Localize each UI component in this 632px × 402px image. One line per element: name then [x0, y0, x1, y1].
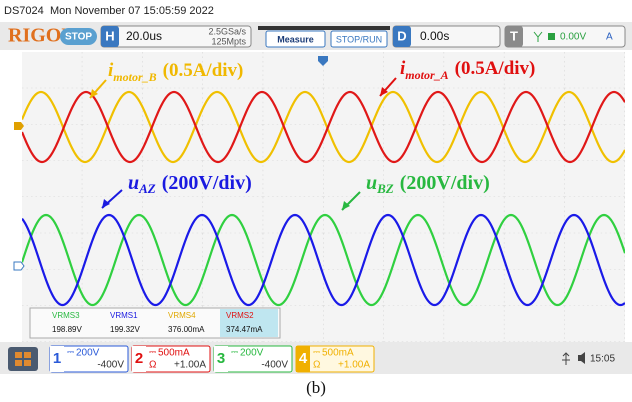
datetime: Mon November 07 15:05:59 2022: [50, 5, 214, 17]
measurement-value: 199.32V: [110, 325, 140, 334]
annotation-subscript: AZ: [138, 181, 156, 196]
measurement-label: VRMS4: [168, 311, 196, 320]
measurement-label: VRMS1: [110, 311, 138, 320]
annotation-subscript: BZ: [376, 181, 394, 196]
channel-offset: +1.00A: [338, 360, 370, 371]
run-state: STOP: [65, 32, 92, 43]
channel-scale: 200V: [240, 348, 264, 359]
coupling-icon: ⎓: [67, 346, 74, 356]
scope-screenshot: DS7024 Mon November 07 15:05:59 2022 RIG…: [0, 0, 632, 402]
d-key-label: D: [397, 28, 406, 43]
measurement-label: VRMS2: [226, 311, 254, 320]
channel-scale: 500mA: [322, 348, 354, 359]
annotation-scale: (0.5A/div): [163, 60, 244, 81]
menu-icon: [15, 360, 22, 366]
annotation-subscript: motor_B: [113, 70, 156, 84]
menu-icon: [24, 360, 31, 366]
trigger-source-icon: [548, 33, 555, 40]
measurement-label: VRMS3: [52, 311, 80, 320]
measurement-value: 376.00mA: [168, 325, 205, 334]
coupling-icon: ⎓: [149, 346, 156, 356]
caption: (b): [306, 378, 326, 397]
channel-number: 1: [53, 350, 61, 367]
annotation-symbol: u: [366, 172, 377, 194]
stoprun-label: STOP/RUN: [336, 34, 382, 44]
memory-bar: [258, 26, 390, 30]
channel-unit: Ω: [149, 360, 157, 371]
menu-icon: [15, 352, 22, 358]
memory-depth: 125Mpts: [211, 36, 246, 46]
sample-rate: 2.5GSa/s: [208, 26, 246, 36]
clock: 15:05: [590, 354, 615, 365]
channel-scale: 500mA: [158, 348, 190, 359]
menu-button[interactable]: [8, 347, 38, 371]
menu-icon: [24, 352, 31, 358]
channel-number: 3: [217, 350, 225, 367]
delay-value: 0.00s: [420, 29, 449, 43]
model: DS7024: [4, 5, 44, 17]
measurement-value: 374.47mA: [226, 325, 263, 334]
annotation-scale: (200V/div): [162, 172, 252, 194]
measurement-value: 198.89V: [52, 325, 82, 334]
t-key-label: T: [510, 28, 518, 43]
timebase: 20.0us: [126, 29, 162, 43]
trigger-level: 0.00V: [560, 32, 586, 43]
annotation-subscript: motor_A: [405, 68, 448, 82]
channel-number: 2: [135, 350, 143, 367]
channel-scale: 200V: [76, 348, 100, 359]
channel-number: 4: [299, 350, 308, 367]
channel-offset: +1.00A: [174, 360, 206, 371]
ch-marker: [14, 262, 24, 270]
annotation-symbol: u: [128, 172, 139, 194]
channel-offset: -400V: [261, 360, 288, 371]
h-key-label: H: [105, 28, 114, 43]
channel-offset: -400V: [97, 360, 124, 371]
coupling-icon: ⎓: [313, 346, 320, 356]
coupling-icon: ⎓: [231, 346, 238, 356]
annotation-scale: (200V/div): [400, 172, 490, 194]
trigger-source: A: [606, 32, 613, 43]
annotation-scale: (0.5A/div): [455, 58, 536, 79]
measure-label: Measure: [277, 34, 314, 44]
channel-unit: Ω: [313, 360, 321, 371]
